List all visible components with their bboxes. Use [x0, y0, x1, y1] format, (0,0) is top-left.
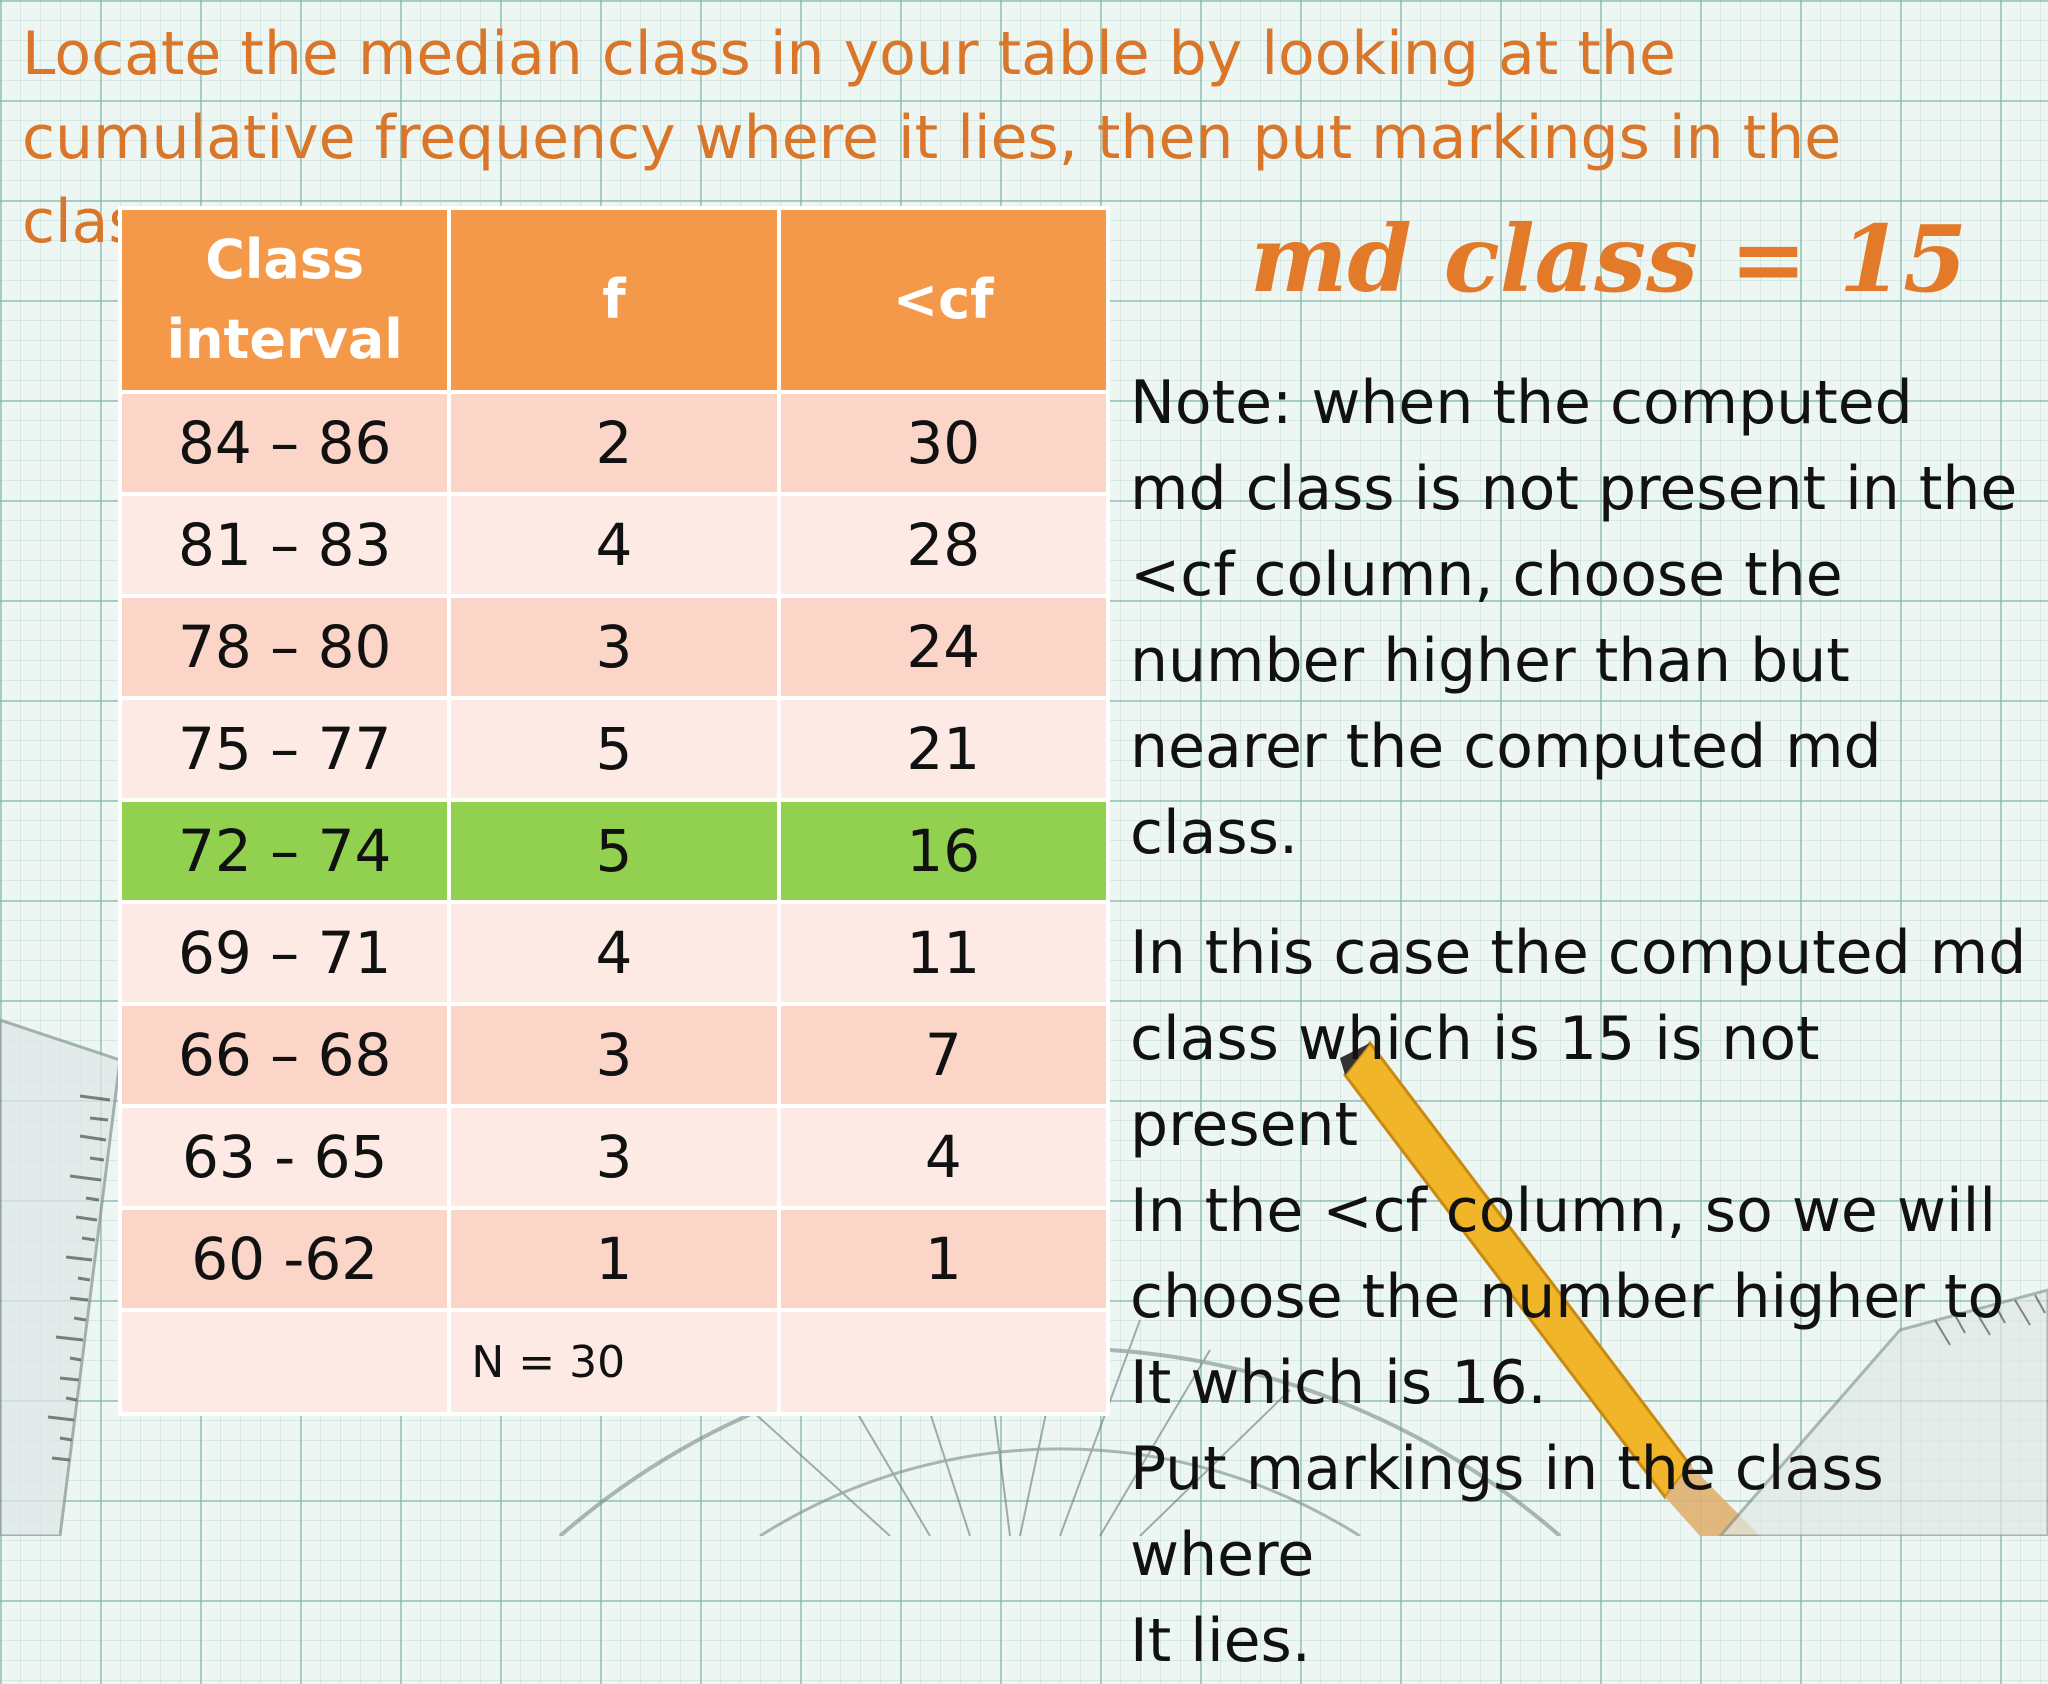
cumulative-frequency-cell: 28 [776, 492, 1111, 598]
total-frequency-label: N = 30 [447, 1308, 781, 1416]
class-interval-cell: 84 – 86 [117, 390, 452, 496]
frequency-cell: 5 [447, 696, 781, 802]
table-header-row: Class interval f <cf [117, 206, 1111, 394]
frequency-cell: 4 [447, 900, 781, 1006]
frequency-cell: 4 [447, 492, 781, 598]
explanation-notes: Note: when the computed md class is not … [1130, 360, 2040, 1684]
table-total-row: N = 30 [117, 1308, 1111, 1416]
class-interval-cell: 60 -62 [117, 1206, 452, 1312]
class-interval-cell: 78 – 80 [117, 594, 452, 700]
ruler-icon [0, 1018, 122, 1536]
table-row: 60 -62 1 1 [117, 1206, 1111, 1312]
frequency-cell: 5 [447, 798, 781, 904]
cumulative-frequency-cell: 21 [776, 696, 1111, 802]
header-class-interval: Class interval [117, 206, 452, 394]
median-class-row: 72 – 74 5 16 [117, 798, 1111, 904]
frequency-cell: 1 [447, 1206, 781, 1312]
table-row: 75 – 77 5 21 [117, 696, 1111, 802]
table-row: 78 – 80 3 24 [117, 594, 1111, 700]
class-interval-cell: 69 – 71 [117, 900, 452, 1006]
frequency-cell: 2 [447, 390, 781, 496]
md-class-formula: md class = 15 [1250, 205, 1968, 313]
class-interval-cell: 63 - 65 [117, 1104, 452, 1210]
cumulative-frequency-cell: 1 [776, 1206, 1111, 1312]
table-row: 81 – 83 4 28 [117, 492, 1111, 598]
table-row: 66 – 68 3 7 [117, 1002, 1111, 1108]
cumulative-frequency-cell: 11 [776, 900, 1111, 1006]
class-interval-cell: 72 – 74 [117, 798, 452, 904]
slide: Locate the median class in your table by… [0, 19, 2048, 1676]
class-interval-cell: 66 – 68 [117, 1002, 452, 1108]
empty-cell [776, 1308, 1111, 1416]
header-frequency: f [447, 206, 781, 394]
cumulative-frequency-cell: 16 [776, 798, 1111, 904]
empty-cell [117, 1308, 452, 1416]
table-row: 69 – 71 4 11 [117, 900, 1111, 1006]
frequency-table: Class interval f <cf 84 – 86 2 30 81 – 8… [117, 206, 1111, 1416]
header-cumulative-frequency: <cf [776, 206, 1111, 394]
cumulative-frequency-cell: 24 [776, 594, 1111, 700]
class-interval-cell: 75 – 77 [117, 696, 452, 802]
table-row: 63 - 65 3 4 [117, 1104, 1111, 1210]
class-interval-cell: 81 – 83 [117, 492, 452, 598]
cumulative-frequency-cell: 7 [776, 1002, 1111, 1108]
case-paragraph: In this case the computed md class which… [1130, 918, 2027, 1676]
cumulative-frequency-cell: 30 [776, 390, 1111, 496]
frequency-cell: 3 [447, 1002, 781, 1108]
frequency-cell: 3 [447, 594, 781, 700]
table-row: 84 – 86 2 30 [117, 390, 1111, 496]
cumulative-frequency-cell: 4 [776, 1104, 1111, 1210]
frequency-cell: 3 [447, 1104, 781, 1210]
note-paragraph: Note: when the computed md class is not … [1130, 368, 2018, 868]
slide-title: Locate the median class in your table by… [22, 19, 1842, 257]
ruler-icon [1718, 1288, 2048, 1536]
